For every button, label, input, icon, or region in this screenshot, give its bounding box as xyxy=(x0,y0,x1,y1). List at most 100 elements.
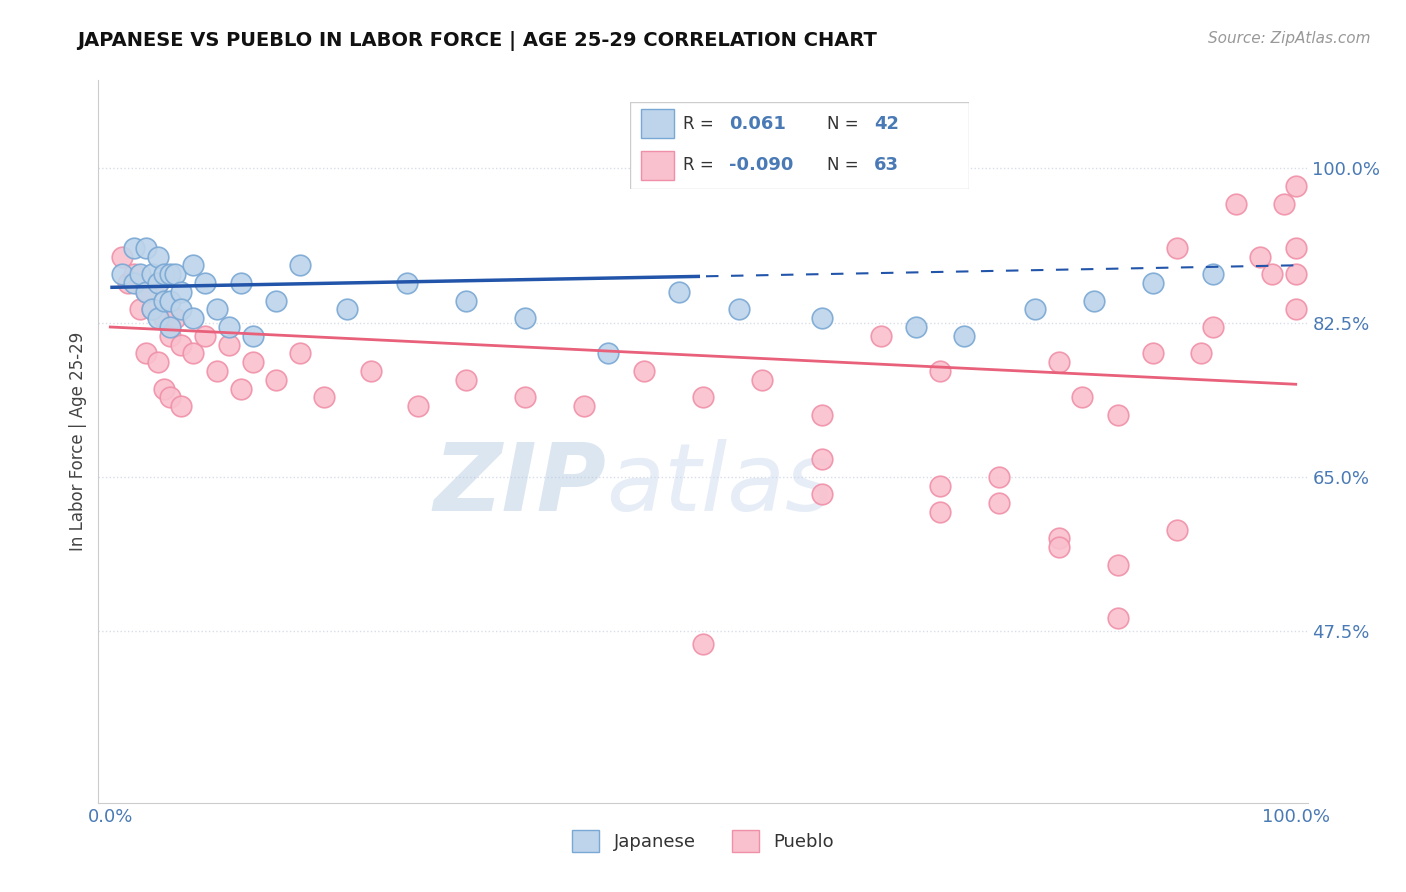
Point xyxy=(929,364,952,378)
Point xyxy=(159,293,181,308)
Point xyxy=(122,276,145,290)
Point xyxy=(229,276,252,290)
Point xyxy=(988,470,1011,484)
Point xyxy=(515,391,537,405)
Point xyxy=(152,267,174,281)
Point xyxy=(810,452,832,467)
Point xyxy=(181,311,204,326)
Point xyxy=(1189,346,1212,360)
Point xyxy=(146,355,169,369)
Point xyxy=(122,267,145,281)
Point xyxy=(242,328,264,343)
Point xyxy=(146,250,169,264)
Point xyxy=(1285,179,1308,194)
Point xyxy=(117,276,139,290)
Point xyxy=(288,258,311,272)
Point xyxy=(905,320,928,334)
Point xyxy=(264,293,287,308)
Point xyxy=(135,285,157,299)
Point xyxy=(1285,267,1308,281)
Point xyxy=(1047,541,1070,555)
Point xyxy=(122,241,145,255)
Point xyxy=(515,311,537,326)
Point xyxy=(1047,355,1070,369)
Point xyxy=(181,258,204,272)
Point xyxy=(1166,523,1188,537)
Point xyxy=(1272,196,1295,211)
Text: Source: ZipAtlas.com: Source: ZipAtlas.com xyxy=(1208,31,1371,46)
Point xyxy=(1166,241,1188,255)
Point xyxy=(159,328,181,343)
Point xyxy=(165,311,187,326)
Point xyxy=(395,276,418,290)
Point xyxy=(194,328,217,343)
Point xyxy=(751,373,773,387)
Legend: Japanese, Pueblo: Japanese, Pueblo xyxy=(565,822,841,859)
Point xyxy=(229,382,252,396)
Point xyxy=(141,267,163,281)
Point xyxy=(152,293,174,308)
Point xyxy=(929,505,952,519)
Point xyxy=(170,399,193,413)
Text: JAPANESE VS PUEBLO IN LABOR FORCE | AGE 25-29 CORRELATION CHART: JAPANESE VS PUEBLO IN LABOR FORCE | AGE … xyxy=(77,31,877,51)
Point xyxy=(165,267,187,281)
Point xyxy=(1107,611,1129,625)
Point xyxy=(288,346,311,360)
Point xyxy=(810,487,832,501)
Point xyxy=(205,364,228,378)
Point xyxy=(159,267,181,281)
Point xyxy=(1249,250,1271,264)
Point xyxy=(264,373,287,387)
Point xyxy=(159,391,181,405)
Point xyxy=(1071,391,1094,405)
Point xyxy=(129,302,152,317)
Point xyxy=(1142,346,1164,360)
Point xyxy=(1285,241,1308,255)
Point xyxy=(111,250,134,264)
Point xyxy=(141,302,163,317)
Point xyxy=(810,311,832,326)
Point xyxy=(454,293,477,308)
Point xyxy=(598,346,620,360)
Point xyxy=(727,302,749,317)
Point xyxy=(135,241,157,255)
Point xyxy=(1107,558,1129,572)
Point xyxy=(205,302,228,317)
Point xyxy=(170,337,193,351)
Point xyxy=(1142,276,1164,290)
Point xyxy=(692,637,714,651)
Point xyxy=(810,408,832,422)
Point xyxy=(129,267,152,281)
Point xyxy=(360,364,382,378)
Point xyxy=(146,276,169,290)
Point xyxy=(1202,267,1225,281)
Point xyxy=(668,285,690,299)
Point xyxy=(135,346,157,360)
Point xyxy=(170,302,193,317)
Point xyxy=(574,399,596,413)
Point xyxy=(692,391,714,405)
Point xyxy=(952,328,974,343)
Point xyxy=(1261,267,1284,281)
Point xyxy=(454,373,477,387)
Point xyxy=(152,382,174,396)
Point xyxy=(218,337,240,351)
Point xyxy=(218,320,240,334)
Point xyxy=(1285,302,1308,317)
Text: atlas: atlas xyxy=(606,440,835,531)
Point xyxy=(181,346,204,360)
Point xyxy=(1083,293,1105,308)
Point xyxy=(633,364,655,378)
Point xyxy=(242,355,264,369)
Point xyxy=(146,311,169,326)
Point xyxy=(141,302,163,317)
Y-axis label: In Labor Force | Age 25-29: In Labor Force | Age 25-29 xyxy=(69,332,87,551)
Point xyxy=(111,267,134,281)
Point xyxy=(194,276,217,290)
Point xyxy=(146,276,169,290)
Point xyxy=(988,496,1011,510)
Point xyxy=(152,311,174,326)
Point xyxy=(408,399,430,413)
Point xyxy=(1107,408,1129,422)
Point xyxy=(1202,320,1225,334)
